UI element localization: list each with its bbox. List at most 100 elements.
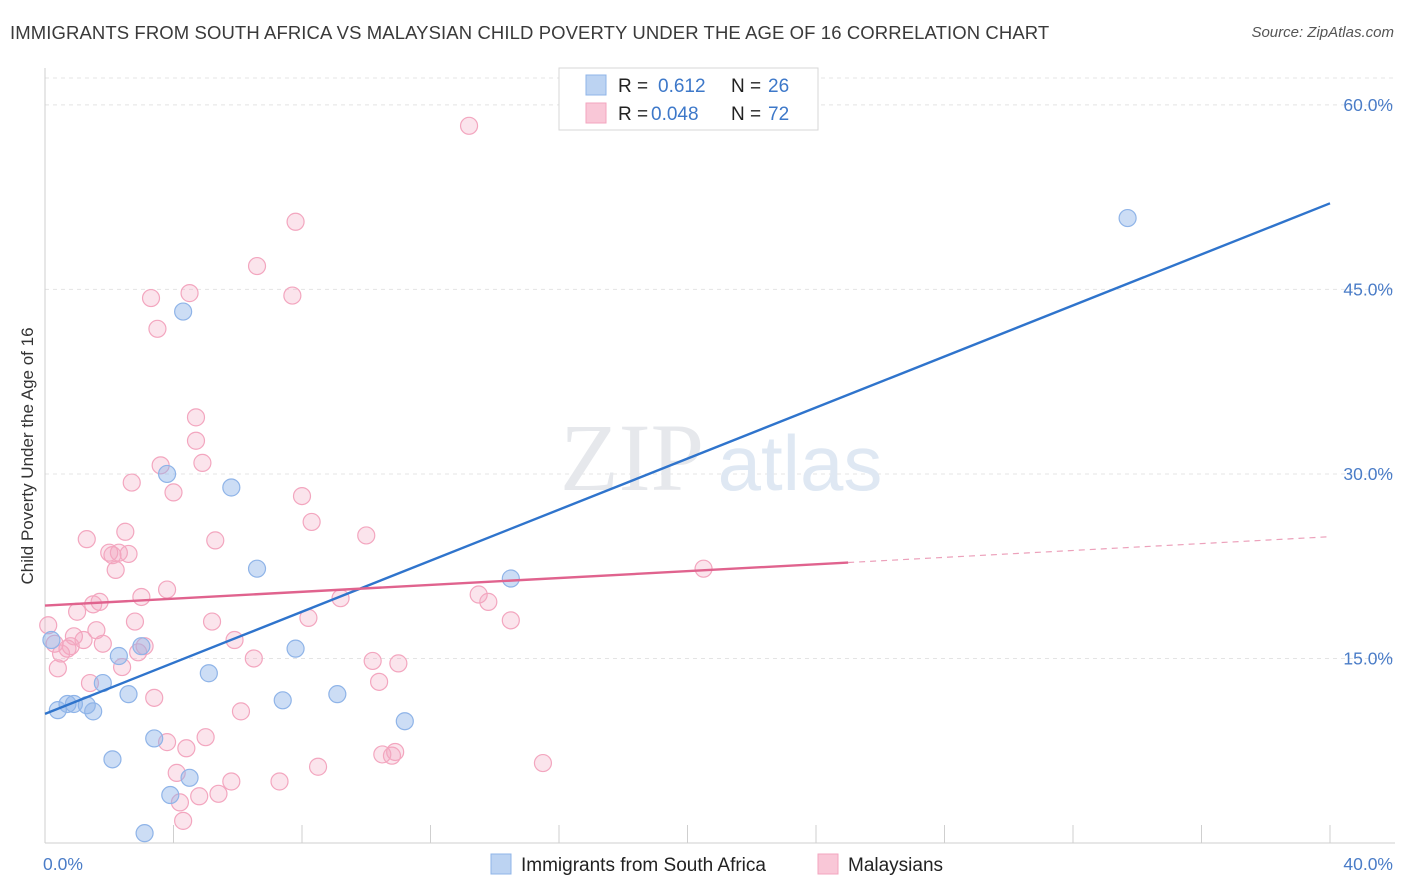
malaysians-point-39 <box>186 408 206 427</box>
malaysians-point-53 <box>283 286 302 305</box>
south-africa-point-13 <box>157 464 177 484</box>
malaysians-point-27 <box>141 288 161 308</box>
malaysians-point-37 <box>177 739 196 758</box>
axes <box>44 68 1395 844</box>
south-africa-point-9 <box>119 685 138 704</box>
malaysians-point-57 <box>302 512 321 532</box>
malaysians-point-36 <box>174 811 193 830</box>
legend-n-value-2: 72 <box>768 104 789 125</box>
malaysians-point-22 <box>122 473 141 492</box>
malaysians-point-32 <box>157 580 177 599</box>
malaysians-point-8 <box>74 630 93 650</box>
malaysians-point-67 <box>459 116 479 135</box>
south-africa-point-0 <box>42 630 61 650</box>
malaysians-point-33 <box>164 483 183 502</box>
malaysians-point-38 <box>180 284 199 303</box>
malaysians-point-43 <box>196 728 215 747</box>
south-africa-point-19 <box>247 559 267 578</box>
trend-lines <box>44 202 1331 715</box>
malaysians-point-46 <box>209 784 228 803</box>
malaysians-point-25 <box>132 587 151 607</box>
malaysians-point-55 <box>292 486 312 506</box>
legend-n-label-1: N = <box>731 76 761 97</box>
legend-swatch-pink <box>585 102 607 124</box>
malaysians-point-69 <box>479 592 498 611</box>
bottom-legend: Immigrants from South Africa Malaysians <box>490 853 943 876</box>
south-africa-point-21 <box>286 639 305 658</box>
south-africa-point-7 <box>103 750 122 769</box>
malaysians-trend-line-extension <box>848 536 1331 564</box>
malaysians-point-65 <box>382 746 402 765</box>
chart-title: IMMIGRANTS FROM SOUTH AFRICA VS MALAYSIA… <box>10 22 1050 43</box>
y-tick-label-0: 15.0% <box>1343 648 1393 668</box>
malaysians-point-50 <box>244 649 263 668</box>
x-tick-label-max: 40.0% <box>1343 854 1393 874</box>
malaysians-point-21 <box>119 544 138 564</box>
legend-swatch-blue <box>585 74 607 96</box>
malaysians-point-28 <box>145 688 164 707</box>
source-credit: Source: ZipAtlas.com <box>1251 24 1394 41</box>
malaysians-point-20 <box>116 522 135 541</box>
south-africa-point-15 <box>174 302 193 321</box>
malaysians-point-18 <box>109 543 128 562</box>
malaysians-point-52 <box>270 772 289 791</box>
malaysians-point-40 <box>186 431 206 450</box>
malaysians-point-70 <box>501 611 520 630</box>
malaysians-point-6 <box>64 627 84 646</box>
south-africa-point-24 <box>501 569 520 588</box>
malaysians-point-58 <box>308 757 328 776</box>
malaysians-point-66 <box>389 654 408 673</box>
malaysians-point-17 <box>106 560 125 580</box>
malaysians-point-2 <box>48 659 67 678</box>
y-tick-labels: 15.0% 30.0% 45.0% 60.0% <box>1343 95 1393 669</box>
south-africa-point-8 <box>109 646 128 666</box>
malaysians-point-35 <box>170 793 190 812</box>
malaysians-point-68 <box>469 585 488 604</box>
bottom-legend-swatch-blue <box>490 853 512 875</box>
malaysians-point-63 <box>357 526 376 545</box>
malaysians-point-19 <box>112 657 132 677</box>
legend-r-value-1: 0.612 <box>658 76 706 97</box>
grid-lines <box>45 77 1395 659</box>
legend-r-label-2: R = <box>618 104 648 125</box>
south-africa-point-25 <box>1118 208 1137 228</box>
malaysians-point-64 <box>370 672 389 691</box>
malaysians-point-72 <box>694 559 713 578</box>
malaysians-point-45 <box>206 531 225 550</box>
malaysians-point-0 <box>39 616 58 635</box>
bottom-legend-swatch-pink <box>817 853 839 875</box>
malaysians-point-44 <box>202 612 222 631</box>
south-africa-trend-line <box>44 202 1331 715</box>
south-africa-point-23 <box>395 712 414 731</box>
malaysians-point-54 <box>286 212 305 231</box>
legend-box: R = 0.612 N = 26 R = 0.048 N = 72 <box>558 67 819 131</box>
malaysians-point-29 <box>148 319 167 338</box>
malaysians-point-7 <box>68 602 87 621</box>
malaysians-point-71 <box>533 753 553 773</box>
legend-n-value-1: 26 <box>768 76 789 97</box>
south-africa-point-11 <box>135 824 154 843</box>
watermark: ZIP atlas <box>560 404 882 511</box>
south-africa-point-22 <box>328 685 347 704</box>
south-africa-point-18 <box>222 478 241 497</box>
south-africa-point-14 <box>161 785 180 805</box>
south-africa-point-20 <box>273 691 292 710</box>
malaysians-point-47 <box>222 772 241 791</box>
malaysians-point-14 <box>93 634 112 653</box>
malaysians-point-49 <box>231 702 251 721</box>
y-tick-label-1: 30.0% <box>1343 464 1393 484</box>
malaysians-point-51 <box>247 256 267 276</box>
watermark-atlas: atlas <box>718 419 883 507</box>
malaysians-point-60 <box>363 651 382 671</box>
malaysians-point-10 <box>80 673 100 693</box>
south-africa-point-5 <box>84 702 103 721</box>
legend-n-label-2: N = <box>731 104 761 125</box>
bottom-legend-label-blue: Immigrants from South Africa <box>521 855 766 876</box>
malaysians-point-9 <box>77 530 96 549</box>
south-africa-point-16 <box>180 768 199 787</box>
south-africa-point-10 <box>132 637 151 656</box>
malaysians-point-23 <box>125 612 145 631</box>
series-south-africa-points <box>42 208 1137 843</box>
y-tick-label-2: 45.0% <box>1343 279 1393 299</box>
